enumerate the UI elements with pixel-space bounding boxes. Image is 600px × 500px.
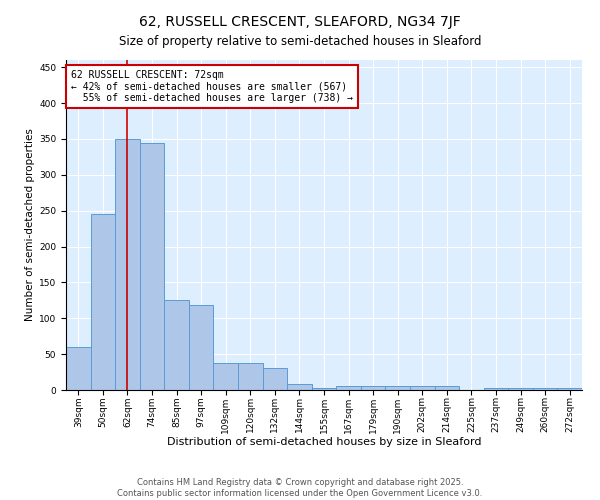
Text: 62 RUSSELL CRESCENT: 72sqm
← 42% of semi-detached houses are smaller (567)
  55%: 62 RUSSELL CRESCENT: 72sqm ← 42% of semi… (71, 70, 353, 103)
X-axis label: Distribution of semi-detached houses by size in Sleaford: Distribution of semi-detached houses by … (167, 437, 481, 447)
Bar (91, 214, 115, 390)
Bar (115, 139, 140, 390)
Bar (214, 362, 238, 390)
Bar (484, 388, 508, 390)
Bar (508, 388, 533, 390)
Text: Size of property relative to semi-detached houses in Sleaford: Size of property relative to semi-detach… (119, 35, 481, 48)
Bar (164, 300, 189, 390)
Text: Contains HM Land Registry data © Crown copyright and database right 2025.
Contai: Contains HM Land Registry data © Crown c… (118, 478, 482, 498)
Bar (189, 306, 214, 390)
Bar (410, 386, 434, 390)
Bar (312, 388, 336, 390)
Bar (385, 386, 410, 390)
Text: 62, RUSSELL CRESCENT, SLEAFORD, NG34 7JF: 62, RUSSELL CRESCENT, SLEAFORD, NG34 7JF (139, 15, 461, 29)
Bar (287, 384, 312, 390)
Bar (140, 142, 164, 390)
Bar (66, 347, 91, 390)
Bar (557, 388, 582, 390)
Bar (263, 368, 287, 390)
Bar (361, 386, 385, 390)
Bar (434, 386, 459, 390)
Bar (533, 388, 557, 390)
Bar (238, 362, 263, 390)
Y-axis label: Number of semi-detached properties: Number of semi-detached properties (25, 128, 35, 322)
Bar (336, 386, 361, 390)
